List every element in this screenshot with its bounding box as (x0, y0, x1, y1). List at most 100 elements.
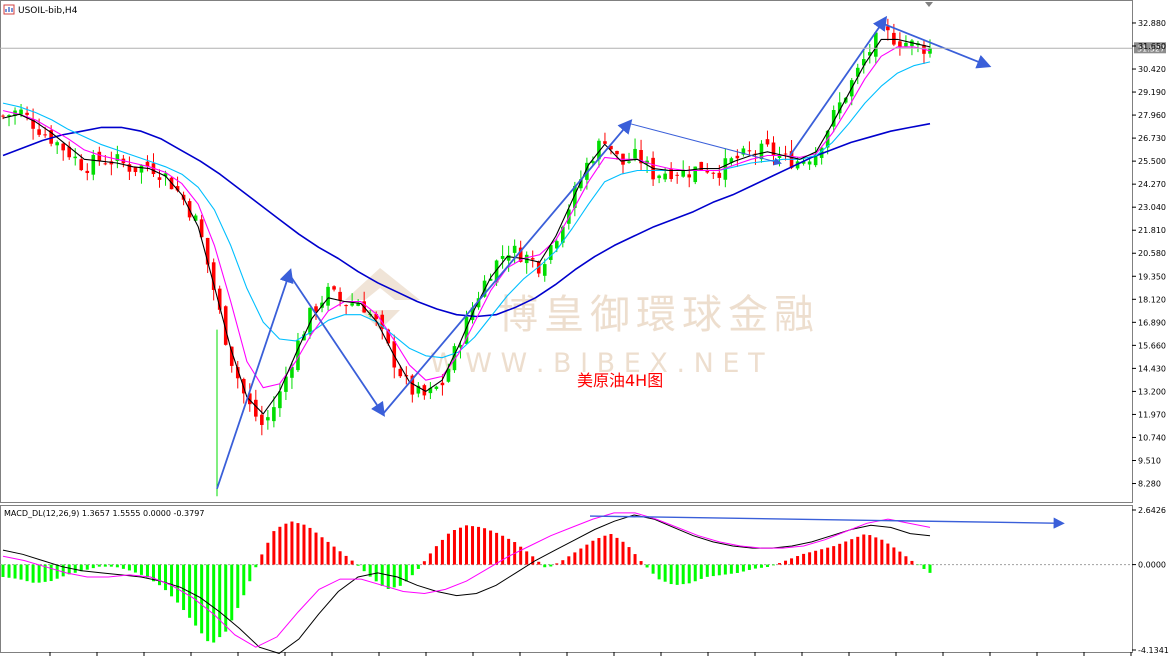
candle-body (37, 129, 41, 135)
macd-histogram-bar (103, 564, 107, 567)
candle-body (332, 286, 336, 290)
candle-body (211, 262, 216, 290)
candle-body (898, 41, 902, 47)
macd-histogram-bar (85, 564, 89, 570)
price-tick-label-10: 20.580 (1138, 249, 1166, 258)
price-tick-label-3: 29.190 (1138, 88, 1166, 97)
macd-histogram-bar (519, 546, 523, 565)
macd-histogram-bar (555, 563, 559, 565)
candle-body (729, 158, 734, 163)
watermark-logo (345, 268, 420, 330)
candle-body (494, 260, 499, 283)
macd-histogram-bar (55, 564, 59, 579)
candle-body (615, 150, 619, 155)
candle-body (145, 161, 150, 167)
candle-body (741, 148, 746, 155)
macd-histogram-bar (380, 564, 384, 587)
candle-body (783, 153, 788, 155)
macd-histogram-bar (477, 526, 481, 565)
trend-arrow-2 (382, 119, 633, 415)
price-tick-label-1: 31.650 (1138, 42, 1166, 51)
macd-histogram-bar (808, 552, 812, 565)
candle-body (597, 140, 601, 160)
candle-body (855, 67, 860, 77)
trend-arrow-0 (216, 268, 294, 490)
macd-title: MACD_DL(12,26,9) 1.3657 1.5555 0.0000 -0… (4, 509, 204, 518)
macd-histogram-bar (609, 534, 613, 565)
macd-histogram-bar (458, 527, 462, 565)
macd-histogram-bar (826, 547, 830, 565)
macd-histogram-bar (663, 564, 667, 582)
macd-histogram-bar (133, 564, 137, 573)
macd-histogram-bar (916, 564, 920, 566)
macd-histogram-bar (844, 541, 848, 565)
macd-histogram-bar (91, 564, 95, 569)
macd-histogram-bar (465, 525, 468, 565)
symbol-text: USOIL-bib,H4 (18, 6, 78, 16)
macd-histogram-bar (495, 532, 499, 565)
candle-body (163, 173, 168, 177)
symbol-label: USOIL-bib,H4 (3, 4, 78, 16)
candle-body (669, 169, 673, 180)
macd-histogram-bar (771, 564, 775, 566)
candle-body (127, 164, 132, 172)
macd-histogram-bar (67, 564, 71, 575)
trend-arrow-3 (629, 123, 782, 166)
candle-body (247, 393, 252, 405)
candle-body (735, 155, 740, 159)
price-tick-label-9: 21.810 (1138, 226, 1166, 235)
candle-body (266, 417, 270, 421)
macd-histogram-bar (741, 564, 745, 572)
macd-histogram-bar (814, 550, 818, 565)
macd-histogram-bar (904, 556, 908, 565)
macd-histogram-bar (290, 521, 294, 565)
candle-body (717, 172, 722, 178)
macd-histogram-bar (880, 539, 884, 565)
candle-body (296, 340, 300, 371)
macd-histogram-bar (705, 564, 709, 577)
candle-body (813, 154, 818, 166)
macd-histogram-bar (639, 561, 643, 565)
candle-body (103, 163, 108, 165)
macd-histogram-bar (753, 564, 757, 569)
price-tick-label-7: 24.270 (1138, 180, 1166, 189)
macd-histogram-bar (7, 564, 11, 578)
macd-histogram-bar (483, 528, 487, 565)
time-axis (49, 652, 1132, 656)
macd-histogram-bar (591, 540, 595, 565)
candle-body (278, 391, 282, 409)
candle-body (115, 154, 120, 161)
trend-arrow-5 (884, 23, 992, 69)
candle-body (338, 291, 342, 301)
macd-histogram-bar (254, 564, 258, 568)
candle-body (326, 286, 330, 306)
candle-body (85, 170, 90, 174)
macd-histogram-bar (248, 564, 252, 582)
macd-histogram-bar (452, 530, 456, 565)
price-axis: 32.880 31.650 30.420 29.190 27.960 26.730 25.5… (1132, 19, 1166, 489)
macd-histogram-bar (296, 523, 300, 565)
candle-body (356, 303, 360, 306)
candle-body (747, 150, 752, 152)
macd-histogram-bar (49, 564, 53, 582)
candle-body (633, 148, 637, 159)
watermark-url: W W W . B I B E X . N E T (430, 348, 765, 379)
candle-body (302, 334, 306, 341)
macd-histogram-bar (37, 564, 41, 583)
macd-histogram-bar (699, 564, 703, 579)
macd-histogram-bar (651, 564, 655, 574)
macd-histogram-bar (645, 564, 649, 568)
macd-histogram-bar (874, 537, 878, 565)
candle-body (157, 177, 162, 180)
macd-histogram-bar (13, 564, 17, 579)
macd-histogram-bar (759, 564, 763, 568)
candle-body (458, 344, 463, 348)
macd-tick-label-1: 0.0000 (1138, 561, 1166, 570)
macd-histogram-bar (717, 564, 721, 576)
candle-body (308, 307, 312, 335)
macd-histogram-bar (723, 564, 727, 575)
candle-body (229, 346, 234, 366)
price-tick-label-15: 14.430 (1138, 364, 1166, 373)
trend-arrow-4 (789, 15, 888, 157)
macd-histogram-bar (693, 564, 697, 582)
